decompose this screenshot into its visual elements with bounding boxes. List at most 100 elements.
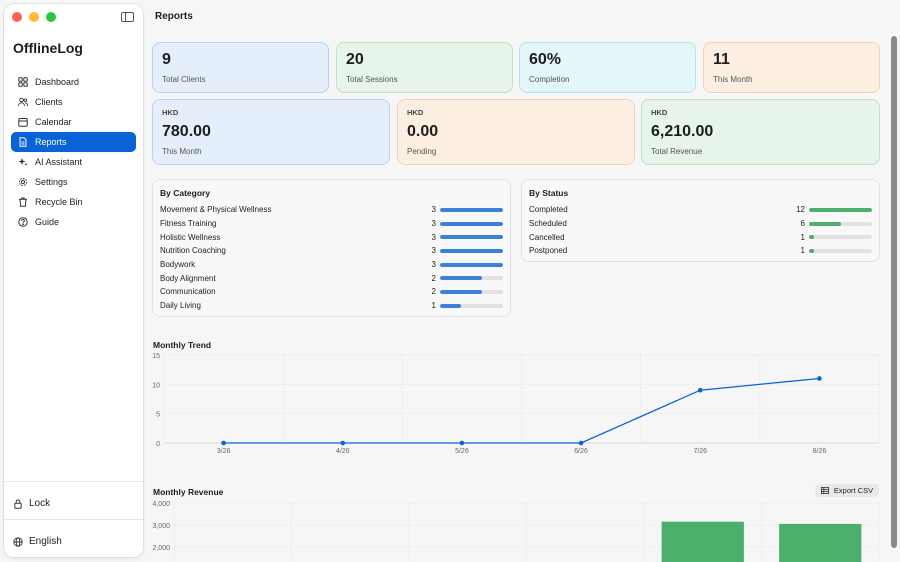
app-title: OfflineLog — [13, 40, 83, 56]
row-count: 2 — [431, 273, 436, 283]
row-count: 3 — [431, 260, 436, 270]
stat-label: Total Sessions — [346, 75, 398, 84]
window-controls — [12, 12, 56, 22]
row-name: Communication — [160, 287, 216, 297]
sidebar-item-guide[interactable]: Guide — [11, 212, 136, 232]
sidebar-item-recycle-bin[interactable]: Recycle Bin — [11, 192, 136, 212]
by-category-panel: By Category Movement & Physical Wellness… — [152, 179, 511, 317]
revenue-label: Total Revenue — [651, 147, 703, 156]
sidebar-item-label: Reports — [35, 137, 67, 147]
revenue-chart-title: Monthly Revenue — [153, 487, 224, 497]
list-item: Nutrition Coaching 3 — [160, 244, 503, 258]
stat-label: Completion — [529, 75, 570, 84]
row-count: 3 — [431, 232, 436, 242]
sidebar-item-label: Calendar — [35, 117, 72, 127]
panel-title: By Status — [529, 188, 569, 198]
stat-label: This Month — [713, 75, 753, 84]
revenue-label: This Month — [162, 147, 202, 156]
bar — [779, 523, 862, 562]
y-tick-label: 0 — [156, 441, 160, 448]
y-tick-label: 2,000 — [152, 545, 170, 552]
row-count: 3 — [431, 205, 436, 215]
panel-title: By Category — [160, 188, 211, 198]
sidebar-item-settings[interactable]: Settings — [11, 172, 136, 192]
row-count: 1 — [800, 246, 805, 256]
page-title: Reports — [155, 11, 193, 22]
row-name: Daily Living — [160, 301, 201, 311]
row-name: Holistic Wellness — [160, 232, 221, 242]
row-name: Body Alignment — [160, 273, 216, 283]
list-item: Cancelled 1 — [529, 230, 872, 244]
grid-icon — [18, 77, 28, 87]
row-name: Movement & Physical Wellness — [160, 205, 272, 215]
sidebar-item-ai-assistant[interactable]: AI Assistant — [11, 152, 136, 172]
data-point — [459, 440, 465, 446]
lock-label: Lock — [29, 498, 51, 509]
sidebar-nav: Dashboard Clients Calendar Reports AI As… — [11, 72, 136, 232]
data-point — [578, 440, 584, 446]
stat-value: 11 — [713, 51, 730, 68]
sidebar-item-reports[interactable]: Reports — [11, 132, 136, 152]
revenue-card-this-month: HKD 780.00 This Month — [152, 99, 390, 165]
sidebar-item-label: Recycle Bin — [35, 197, 83, 207]
progress-fill — [809, 207, 872, 212]
row-count: 12 — [796, 205, 805, 215]
progress-bar — [440, 235, 503, 240]
monthly-trend-chart: 0 5 10 15 3/26 4/26 5/26 6/26 7/26 8/26 — [152, 353, 880, 455]
currency-label: HKD — [407, 108, 424, 117]
progress-fill — [440, 276, 482, 281]
sidebar-item-label: Clients — [35, 97, 63, 107]
sidebar-item-label: Dashboard — [35, 77, 80, 87]
data-point — [221, 440, 226, 446]
sidebar-item-dashboard[interactable]: Dashboard — [11, 72, 136, 92]
stat-card-completion: 60% Completion — [519, 42, 696, 93]
y-tick-label: 10 — [152, 382, 160, 389]
progress-fill — [440, 248, 503, 253]
bar — [661, 521, 744, 562]
gear-icon — [18, 177, 28, 187]
currency-label: HKD — [651, 108, 668, 117]
globe-icon — [13, 536, 23, 547]
progress-fill — [440, 235, 503, 240]
lock-button[interactable]: Lock — [13, 498, 50, 509]
stat-label: Total Clients — [162, 75, 206, 84]
x-tick-label: 7/26 — [693, 448, 707, 455]
export-csv-button[interactable]: Export CSV — [815, 484, 879, 497]
sidebar-item-label: AI Assistant — [35, 157, 83, 167]
y-tick-label: 5 — [156, 412, 160, 419]
monthly-revenue-chart: 2,000 3,000 4,000 — [152, 501, 880, 562]
progress-fill — [440, 207, 503, 212]
x-tick-label: 5/26 — [455, 448, 469, 455]
progress-bar — [440, 276, 503, 281]
row-name: Postponed — [529, 246, 568, 256]
row-name: Cancelled — [529, 232, 565, 242]
zoom-window-button[interactable] — [46, 12, 56, 22]
list-item: Completed 12 — [529, 203, 872, 217]
sidebar-item-calendar[interactable]: Calendar — [11, 112, 136, 132]
scrollbar-thumb[interactable] — [891, 36, 897, 548]
language-selector[interactable]: English — [13, 536, 62, 547]
export-label: Export CSV — [833, 486, 874, 495]
row-name: Fitness Training — [160, 219, 217, 229]
data-point — [817, 376, 822, 381]
progress-fill — [440, 262, 503, 267]
data-point — [340, 440, 346, 446]
language-label: English — [29, 536, 62, 547]
currency-label: HKD — [162, 108, 179, 117]
row-count: 3 — [431, 219, 436, 229]
revenue-value: 0.00 — [407, 123, 439, 140]
divider — [4, 481, 143, 482]
question-icon — [18, 217, 28, 227]
sidebar-item-label: Guide — [35, 217, 60, 227]
status-rows: Completed 12 Scheduled 6 Cancelled 1 Postponed… — [529, 203, 872, 258]
sidebar-toggle-icon[interactable] — [121, 12, 134, 22]
minimize-window-button[interactable] — [29, 12, 39, 22]
stat-value: 60% — [529, 51, 562, 68]
progress-bar — [440, 262, 503, 267]
sidebar-item-clients[interactable]: Clients — [11, 92, 136, 112]
category-rows: Movement & Physical Wellness 3 Fitness Tra… — [160, 203, 503, 313]
stat-value: 9 — [162, 51, 171, 68]
close-window-button[interactable] — [12, 12, 22, 22]
people-icon — [18, 97, 28, 107]
lock-icon — [14, 499, 22, 509]
